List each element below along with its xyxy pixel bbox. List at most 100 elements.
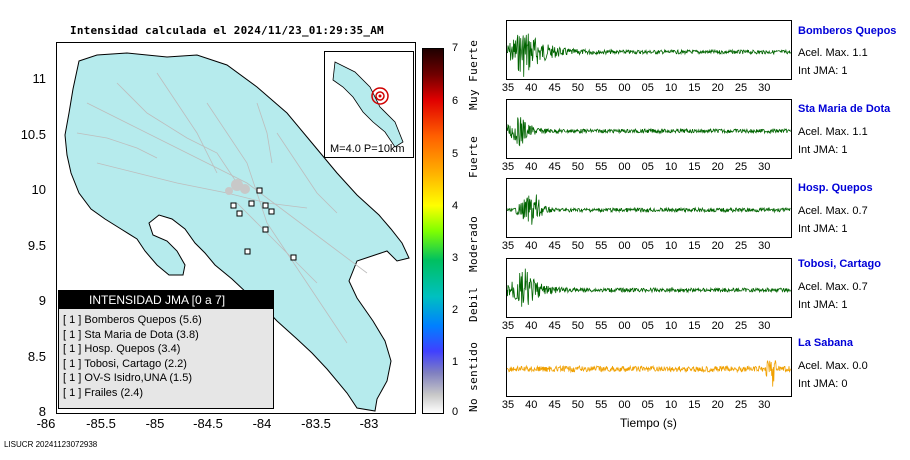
legend-row: [ 1 ] Bomberos Quepos (5.6) <box>63 314 202 326</box>
time-tick: 20 <box>711 320 724 332</box>
colorbar-tick: 6 <box>452 95 459 107</box>
time-tick: 50 <box>571 82 585 94</box>
legend-title: INTENSIDAD JMA [0 a 7] <box>59 291 273 309</box>
time-tick: 10 <box>664 240 678 252</box>
colorbar-label: Moderado <box>467 215 480 272</box>
station-name: La Sabana <box>798 337 854 349</box>
y-tick: 8 <box>38 404 46 419</box>
seismogram-panel <box>506 20 792 80</box>
time-tick: 15 <box>688 82 701 94</box>
seismogram-panel <box>506 258 792 318</box>
waveform-trace <box>507 194 791 225</box>
time-tick: 55 <box>595 399 608 411</box>
station-marker <box>268 208 275 215</box>
time-tick: 50 <box>571 240 585 252</box>
time-tick: 55 <box>595 320 608 332</box>
time-axis: 35 40 45 50 55 00 05 10 15 20 25 30 <box>502 399 796 413</box>
time-tick: 30 <box>758 82 771 94</box>
colorbar-tick: 4 <box>452 200 459 212</box>
time-tick: 20 <box>711 82 724 94</box>
time-tick: 45 <box>548 399 561 411</box>
time-tick: 15 <box>688 240 701 252</box>
time-tick: 20 <box>711 240 724 252</box>
x-tick: -84 <box>252 416 272 431</box>
time-tick: 10 <box>664 161 678 173</box>
time-axis: 35 40 45 50 55 00 05 10 15 20 25 30 <box>502 240 796 254</box>
colorbar-tick: 7 <box>452 42 459 54</box>
station-name: Sta Maria de Dota <box>798 103 891 115</box>
station-acel: Acel. Max. 1.1 <box>798 47 868 59</box>
station-name: Bomberos Quepos <box>798 25 897 37</box>
waveform-trace <box>507 360 791 387</box>
time-tick: 05 <box>641 161 654 173</box>
time-tick: 40 <box>525 161 538 173</box>
station-marker <box>236 210 243 217</box>
x-tick: -86 <box>36 416 56 431</box>
time-tick: 20 <box>711 161 724 173</box>
time-tick: 30 <box>758 399 771 411</box>
colorbar-tick: 2 <box>452 304 459 316</box>
time-tick: 15 <box>688 320 701 332</box>
y-tick: 8.5 <box>27 349 46 364</box>
x-tick: -84.5 <box>193 416 223 431</box>
x-tick: -83.5 <box>301 416 331 431</box>
time-tick: 25 <box>734 399 748 411</box>
time-tick: 00 <box>618 240 631 252</box>
station-int: Int JMA: 0 <box>798 378 848 390</box>
time-tick: 35 <box>501 240 515 252</box>
station-int: Int JMA: 1 <box>798 144 848 156</box>
time-axis-label: Tiempo (s) <box>620 416 677 430</box>
y-tick: 9.5 <box>27 238 46 253</box>
time-tick: 45 <box>548 240 561 252</box>
legend-row: [ 1 ] Frailes (2.4) <box>63 386 144 399</box>
time-axis: 35 40 45 50 55 00 05 10 15 20 25 30 <box>502 320 796 334</box>
intensity-colorbar <box>422 48 444 414</box>
station-int: Int JMA: 1 <box>798 223 848 235</box>
colorbar-tick: 3 <box>452 252 459 264</box>
time-tick: 35 <box>501 399 515 411</box>
time-tick: 25 <box>734 161 748 173</box>
station-marker <box>248 200 255 207</box>
y-tick: 10 <box>31 182 46 197</box>
time-tick: 10 <box>664 82 678 94</box>
time-tick: 35 <box>501 82 515 94</box>
legend-row: [ 1 ] OV-S Isidro,UNA (1.5) <box>63 372 192 384</box>
seismogram-panel <box>506 337 792 397</box>
time-tick: 50 <box>571 161 585 173</box>
time-tick: 15 <box>688 161 701 173</box>
colorbar-label: Debil <box>467 286 480 322</box>
station-name: Hosp. Quepos <box>798 182 873 194</box>
legend-row: [ 1 ] Hosp. Quepos (3.4) <box>63 343 181 355</box>
waveform-trace <box>507 117 791 147</box>
inset-map <box>324 51 414 158</box>
epicenter-icon <box>371 87 389 105</box>
time-tick: 15 <box>688 399 701 411</box>
time-tick: 45 <box>548 161 561 173</box>
seismogram-panel <box>506 178 792 238</box>
time-tick: 10 <box>664 399 678 411</box>
legend-row: [ 1 ] Sta Maria de Dota (3.8) <box>63 328 199 341</box>
station-marker <box>244 248 251 255</box>
waveform-trace <box>507 268 791 307</box>
time-tick: 25 <box>734 240 748 252</box>
costa-rica-landmass <box>64 52 410 412</box>
time-tick: 40 <box>525 82 538 94</box>
time-tick: 35 <box>501 320 515 332</box>
map-title: Intensidad calculada el 2024/11/23_01:29… <box>70 24 384 37</box>
time-tick: 05 <box>641 82 654 94</box>
time-tick: 50 <box>571 399 585 411</box>
station-name: Tobosi, Cartago <box>798 258 881 270</box>
station-int: Int JMA: 1 <box>798 65 848 77</box>
footer-id: LISUCR 20241123072938 <box>4 440 98 449</box>
legend-row: [ 1 ] Tobosi, Cartago (2.2) <box>63 357 187 370</box>
y-tick: 11 <box>32 71 47 86</box>
station-int: Int JMA: 1 <box>798 299 848 311</box>
time-tick: 55 <box>595 240 608 252</box>
time-tick: 30 <box>758 320 771 332</box>
station-marker <box>230 202 237 209</box>
station-acel: Acel. Max. 0.0 <box>798 360 868 372</box>
time-tick: 45 <box>548 320 561 332</box>
time-tick: 25 <box>734 82 748 94</box>
time-tick: 30 <box>758 161 771 173</box>
x-tick: -85 <box>145 416 165 431</box>
